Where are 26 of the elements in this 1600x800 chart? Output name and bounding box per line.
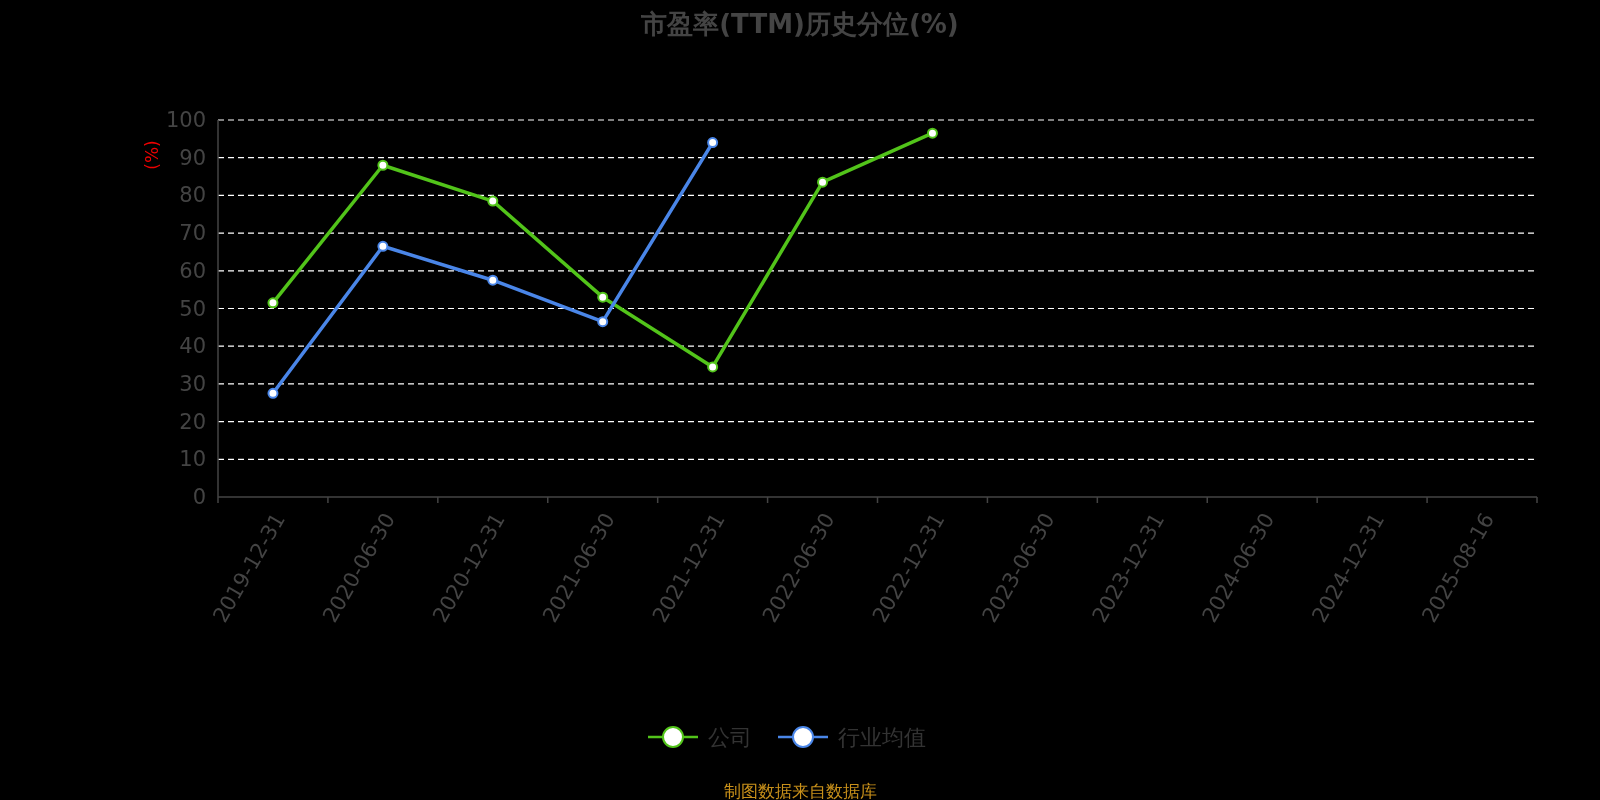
point	[707, 137, 719, 149]
chart-title: 市盈率(TTM)历史分位(%)	[640, 9, 959, 39]
y-tick-label: 20	[179, 409, 206, 434]
point	[926, 127, 938, 139]
y-tick-label: 70	[179, 221, 206, 246]
y-tick-label: 40	[179, 334, 206, 359]
point	[377, 159, 389, 171]
y-tick-label: 90	[179, 145, 206, 170]
y-tick-label: 100	[165, 108, 206, 132]
y-axis-title: (%)	[142, 140, 162, 170]
point	[817, 176, 829, 188]
point	[377, 240, 389, 252]
y-tick-label: 50	[179, 296, 206, 321]
y-tick-label: 80	[179, 183, 206, 208]
point	[487, 195, 499, 207]
point	[597, 316, 609, 328]
point	[597, 291, 609, 303]
y-tick-label: 30	[179, 371, 206, 396]
y-tick-label: 0	[192, 485, 206, 509]
point	[267, 387, 279, 399]
y-tick-label: 60	[179, 258, 206, 283]
point	[267, 297, 279, 309]
text: 制图数据来自数据库	[723, 781, 877, 800]
point	[707, 361, 719, 373]
point	[487, 274, 499, 286]
y-tick-label: 10	[179, 447, 206, 472]
